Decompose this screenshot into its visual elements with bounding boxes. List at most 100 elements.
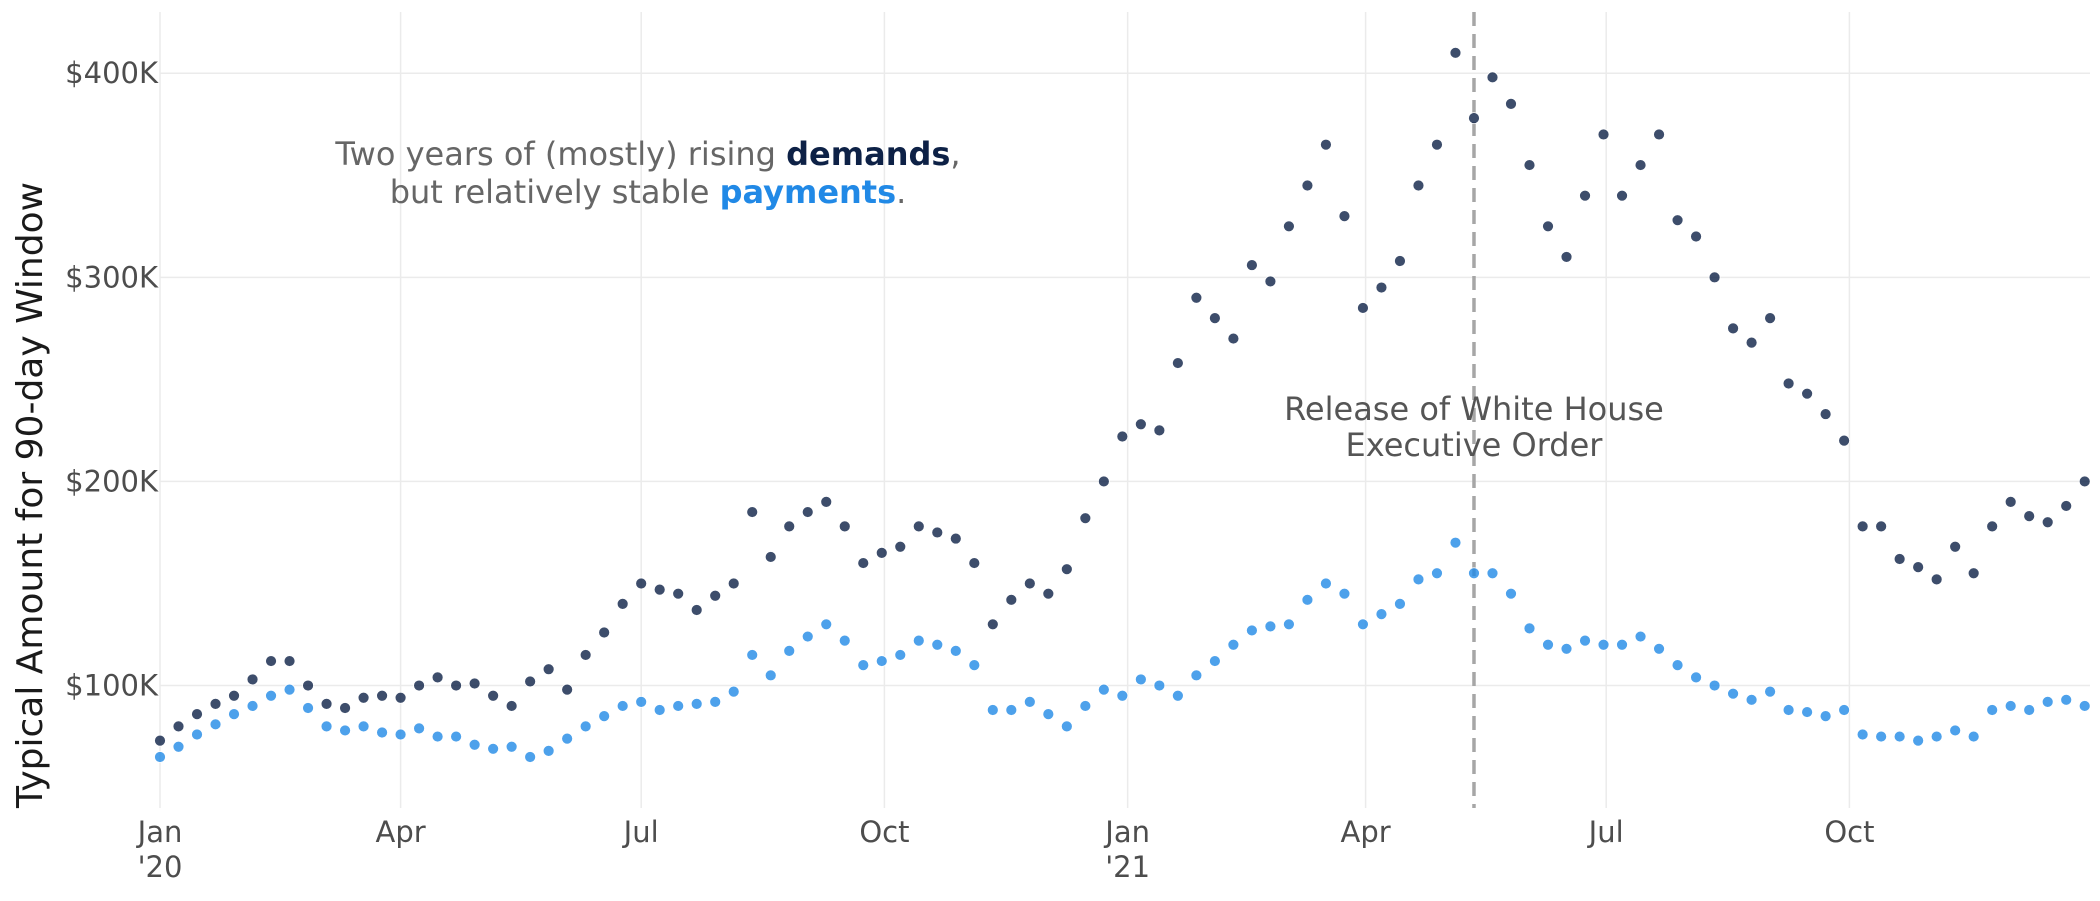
demands-point [653, 583, 666, 596]
demands-point [283, 655, 296, 667]
x-tick-label: Apr [376, 815, 426, 849]
demands-point [1949, 540, 1962, 553]
payments-point [228, 708, 240, 721]
payments-point [1745, 693, 1758, 706]
demands-point [1171, 357, 1184, 369]
payments-point [875, 655, 888, 667]
payments-point [1505, 587, 1517, 600]
payments-point [1079, 700, 1092, 712]
demands-point [413, 679, 425, 692]
payments-point [1782, 704, 1795, 716]
payments-point [1116, 689, 1129, 702]
demands-point [857, 557, 870, 569]
payments-point [690, 698, 703, 710]
demands-point [1727, 322, 1739, 335]
payments-point [635, 695, 648, 708]
demands-point [1116, 430, 1129, 443]
x-tick-label: Apr [1341, 815, 1391, 849]
payments-point [1431, 567, 1443, 580]
payments-point [820, 618, 833, 631]
demands-point [875, 546, 888, 559]
payments-point [431, 730, 444, 743]
demands-point [1764, 312, 1776, 325]
demands-point [968, 557, 981, 569]
demands-point [1042, 587, 1055, 600]
demands-point [746, 506, 759, 518]
demands-point [1560, 251, 1573, 263]
demands-point [209, 698, 222, 710]
demands-point [1301, 179, 1314, 192]
demands-point [1690, 230, 1702, 243]
payments-point [394, 728, 407, 741]
demands-point [894, 540, 907, 553]
demands-point [986, 618, 999, 631]
demands-point [1523, 159, 1536, 171]
payments-point [1579, 634, 1591, 647]
payments-point [1727, 687, 1739, 700]
demands-point [376, 689, 388, 702]
payments-point [1301, 593, 1314, 606]
demands-point [931, 526, 944, 539]
payments-point [1893, 730, 1906, 743]
demands-point [505, 700, 518, 712]
demands-point [1782, 377, 1795, 390]
payments-point [209, 718, 222, 731]
x-tick-label: Oct [1824, 815, 1874, 849]
demands-point [1283, 220, 1295, 233]
payments-point [727, 685, 740, 698]
payments-point [1023, 695, 1036, 708]
payments-point [2060, 693, 2073, 706]
x-tick-label: Jul [622, 815, 659, 849]
payments-point [1246, 624, 1258, 637]
demands-point [394, 691, 407, 704]
demands-point [690, 604, 703, 616]
payments-point [672, 700, 685, 712]
demands-point [2060, 500, 2073, 512]
y-axis-title: Typical Amount for 90-day Window [10, 182, 51, 809]
payments-point [1949, 724, 1962, 737]
demands-point [302, 679, 314, 692]
payments-point [746, 649, 759, 661]
payments-point [1357, 618, 1369, 631]
y-tick-label: $400K [65, 56, 159, 90]
payments-point [1912, 734, 1925, 747]
demands-point [265, 655, 277, 667]
demands-point [1708, 271, 1721, 284]
payments-point [1967, 730, 1980, 743]
payments-point [709, 695, 722, 708]
x-tick-label: Jul [1587, 815, 1624, 849]
demands-point [672, 587, 685, 600]
annotation-label-line1: Release of White House [1284, 390, 1664, 428]
y-tick-label: $200K [65, 464, 159, 498]
demands-point [1190, 291, 1203, 304]
demands-point [1394, 255, 1406, 267]
gridlines [159, 12, 2090, 808]
payments-point [1060, 720, 1073, 733]
demands-point [1893, 553, 1906, 565]
demands-point [1875, 520, 1888, 533]
payments-point [246, 700, 259, 712]
payments-point [801, 630, 814, 643]
payments-point [154, 751, 166, 763]
payments-point [1875, 730, 1888, 743]
payments-point [1449, 536, 1462, 549]
payments-point [857, 659, 870, 672]
payments-point [598, 710, 611, 723]
payments-point [1801, 706, 1814, 718]
demands-point [1357, 302, 1369, 314]
payments-point [1856, 728, 1869, 741]
demands-point [1264, 275, 1277, 288]
demands-point [542, 663, 555, 676]
demands-point [1912, 561, 1925, 574]
demands-point [1634, 159, 1647, 171]
demands-point [598, 626, 611, 639]
demands-point [172, 720, 185, 733]
demands-point [2041, 516, 2054, 529]
y-axis-ticks: $100K $200K $300K $400K [65, 56, 159, 702]
demands-point [450, 679, 463, 692]
payments-point [1560, 642, 1573, 655]
demands-point [1838, 434, 1851, 447]
payments-point [1819, 710, 1832, 723]
annotation-label-line2: Executive Order [1346, 426, 1604, 464]
